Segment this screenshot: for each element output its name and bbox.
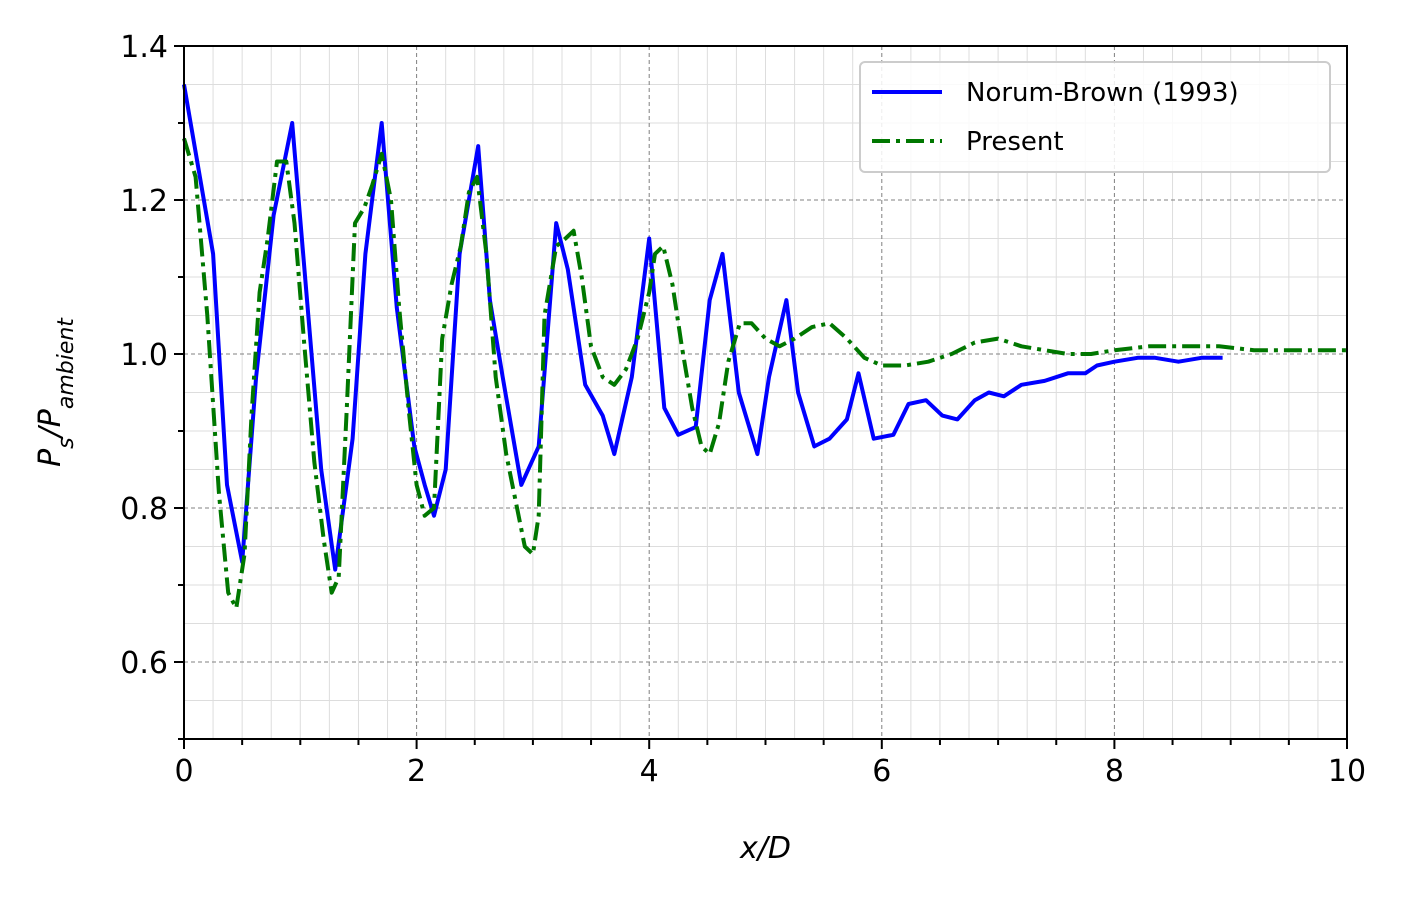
legend-label-norum-brown: Norum-Brown (1993) — [966, 78, 1239, 108]
y-tick-label: 0.8 — [120, 492, 168, 527]
y-axis-label-sub1: s — [54, 437, 79, 448]
legend-label-present: Present — [966, 127, 1064, 157]
y-tick-label: 0.6 — [120, 646, 168, 681]
x-tick-label: 10 — [1328, 754, 1366, 789]
x-tick-label: 4 — [640, 754, 659, 789]
x-axis-label: x/D — [739, 831, 791, 866]
y-axis-label-sub2: ambient — [54, 317, 79, 409]
legend-box — [859, 61, 1331, 173]
x-tick-label: 0 — [174, 754, 193, 789]
x-tick-label: 8 — [1105, 754, 1124, 789]
y-axis-label: Ps/Pambient — [33, 317, 79, 467]
y-axis-label-main: P — [33, 448, 68, 467]
series-line-present — [182, 137, 1347, 611]
y-axis-label-sep: /P — [33, 408, 68, 440]
tick-labels: 0 2 4 6 8 10 0.6 0.8 1.0 1.2 1.4 — [120, 30, 1366, 789]
y-tick-label: 1.4 — [120, 30, 168, 65]
x-tick-label: 2 — [407, 754, 426, 789]
axis-ticks — [174, 45, 1348, 749]
series-layer — [182, 84, 1347, 611]
y-tick-label: 1.2 — [120, 184, 168, 219]
y-tick-label: 1.0 — [120, 338, 168, 373]
legend: Norum-Brown (1993) Present — [859, 61, 1331, 173]
x-tick-label: 6 — [872, 754, 891, 789]
series-line-norum-brown — [182, 84, 1223, 572]
